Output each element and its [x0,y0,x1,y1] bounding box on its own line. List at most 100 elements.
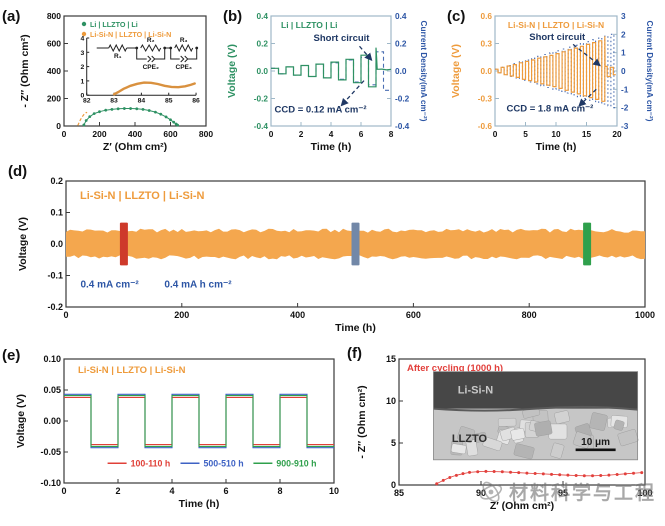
eis-point [615,473,619,476]
y-tick-label: 0.1 [50,208,63,218]
eis-point [640,471,644,475]
y-tick-label: -0.6 [478,121,493,131]
annotation-arrow [340,80,365,107]
series-li-point [147,109,151,112]
circuit-node [195,46,199,50]
y-tick-label: -0.4 [254,121,269,131]
long-cycling-chart: 0 200 400 600 800 1000 -0.2 -0.1 0.0 0.1 0.2 Time (… [17,176,655,334]
capacity-annotation: 0.4 mA h cm⁻² [164,279,232,290]
sem-lisin-region [433,371,638,409]
cpe-symbol [180,55,189,63]
sem-grain [572,431,592,449]
y-tick-label: 0.2 [50,176,63,186]
y-tick-right-label: 2 [621,29,626,39]
circuit-label-r: R₂ [147,37,155,44]
eis-point [574,474,578,478]
inset-x-tick-label: 84 [138,98,146,105]
eis-point [533,471,537,475]
legend-label: Li | LLZTO | Li [90,20,138,29]
y-tick-label: 0.05 [43,385,61,395]
inset-series [112,81,196,96]
inset-y-tick-label: 4 [80,36,84,43]
circuit-label-cpe: CPE₃ [176,64,192,71]
eis-point [441,478,445,482]
voltage-series [495,36,616,102]
y-tick-label: 0.0 [50,239,63,249]
eis-point [468,470,472,474]
y-tick-label: -0.2 [47,302,63,312]
legend-marker [81,21,87,27]
x-tick-label: 4 [329,129,334,139]
ccd-annotation: CCD = 1.8 mA cm⁻² [507,103,594,114]
x-tick-label: 200 [174,310,189,320]
x-tick-label: 600 [406,310,421,320]
x-tick-label: 10 [551,129,561,139]
sem-inset-frame [433,371,639,461]
y-tick-label: 10 [386,396,396,406]
series-li-point [176,123,180,127]
eis-point [476,470,480,474]
inset-x-tick-label: 86 [192,98,200,105]
after-cycling-eis-chart: 85 90 95 100 0 5 10 15 Z′ (Ohm cm²) - Z″ (Ohm cm²… [356,354,653,512]
panel-title: Li-Si-N | LLZTO | Li-Si-N [80,190,205,202]
legend-label: 900-910 h [276,458,316,468]
series-li-point [82,123,86,127]
nyquist-chart-a: 0 200 400 600 800 0 200 400 600 800 Z′ (Ohm cm²) - … [19,11,213,153]
series-li-point [154,110,157,114]
x-tick-label: 6 [223,486,228,496]
eis-point [492,470,496,474]
series-li-point [88,115,92,119]
eis-point [461,472,465,476]
panel-letter-e: (e) [2,347,21,364]
y-tick-label: 0.10 [43,354,61,364]
y-tick-right-label: -0.2 [395,94,410,104]
y-axis-label: Voltage (V) [15,394,27,448]
eis-point [623,472,627,476]
y-tick-label: 0 [56,121,61,131]
series-lisin [77,111,88,126]
x-tick-label: 85 [394,488,404,498]
sem-grain [613,419,625,431]
inset-y-tick-label: 3 [80,50,84,57]
y-tick-label: 0 [391,480,396,490]
y-tick-right-label: -2 [621,103,629,113]
y-tick-label: -0.2 [254,94,269,104]
series-li-point [116,107,120,111]
series-li-point [129,107,132,110]
y-axis-label: - Z″ (Ohm cm²) [19,34,31,107]
x-tick-label: 800 [522,310,537,320]
eis-point [525,471,529,475]
ccd-chart-li: 0 2 4 6 8-0.4-0.20.00.20.4-0.4-0.20.00.20.4T… [226,11,428,153]
eis-point [566,473,570,477]
voltage-profile-chart: 0 2 4 6 8 10 -0.10 -0.05 0.00 0.05 0.10 Time (h) Vol… [15,354,339,510]
y-tick-label: 0.4 [256,11,268,21]
y-tick-label: 0.0 [480,66,492,76]
y-tick-right-label: 0.4 [395,11,407,21]
x-tick-label: 0 [61,486,66,496]
x-tick-label: 800 [199,129,213,139]
panel-c: (c) 0 5 10 15 20 -0.6 -0.3 0.0 0.3 0.6 -3 -2 -1 0 1 2 3 T… [443,0,665,163]
y-axis-label: Voltage (V) [17,217,29,271]
sem-grain [451,443,467,455]
y-axis-label: Voltage (V) [450,44,462,98]
cycle-marker [583,222,592,266]
sem-grain [554,410,570,424]
inset-y-tick-label: 2 [80,64,84,71]
y-tick-label: 200 [47,94,61,104]
panel-d: (d) 0 200 400 600 800 1000 -0.2 -0.1 0.0 0.1 0.2 Ti… [0,163,665,345]
annotation-arrow [578,88,597,107]
eis-point [591,474,595,478]
panel-letter-d: (d) [8,163,28,180]
ccd-chart-lisin: 0 5 10 15 20 -0.6 -0.3 0.0 0.3 0.6 -3 -2 -1 0 1 2 3 Time … [450,11,654,153]
series-li-point [164,115,168,119]
eis-point [454,473,458,477]
ccd-annotation: CCD = 0.12 mA cm⁻² [274,104,366,115]
series-li-point [159,112,163,116]
x-tick-label: 0 [493,129,498,139]
sem-interface [433,405,638,412]
eis-point [607,473,611,477]
y-axis-label: Voltage (V) [226,44,238,98]
cpe-branch [136,48,166,60]
x-tick-label: 2 [115,486,120,496]
